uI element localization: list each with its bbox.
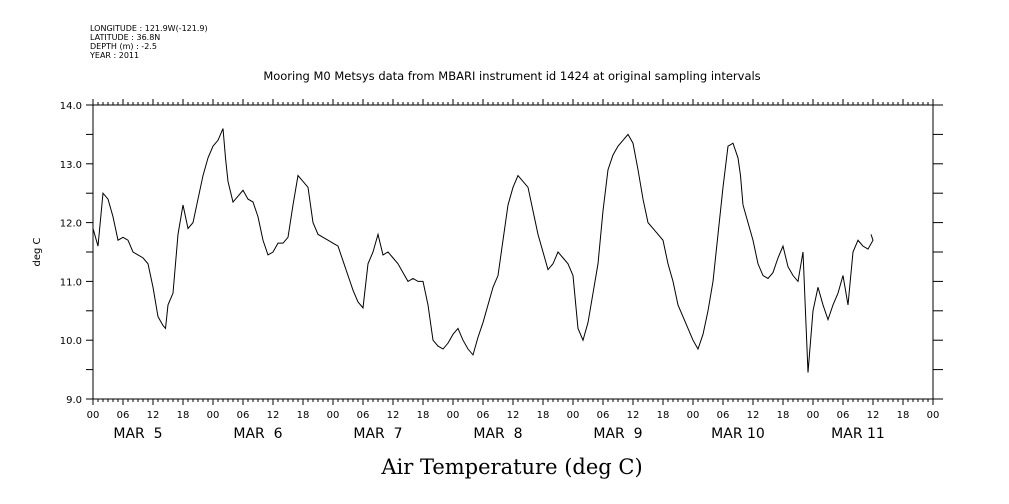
hour-tick-label: 18 [177,410,190,421]
hour-tick-label: 18 [537,410,550,421]
hour-tick-label: 12 [147,410,160,421]
y-tick-label: 12.0 [60,219,82,230]
series-line [92,128,874,373]
hour-tick-label: 12 [867,410,880,421]
day-label: MAR 11 [831,426,885,442]
day-label: MAR 8 [473,426,522,442]
year-label: YEAR : 2011 [89,51,139,60]
day-label: MAR 9 [593,426,642,442]
x-axis-title: Air Temperature (deg C) [380,455,642,479]
hour-tick-label: 12 [507,410,520,421]
y-tick-labels: 9.0 10.0 11.0 12.0 13.0 14.0 [60,101,82,406]
day-labels: MAR 5 MAR 6 MAR 7 MAR 8 MAR 9 MAR 10 MAR 11 [113,426,884,442]
hour-tick-label: 00 [447,410,460,421]
day-label: MAR 10 [711,426,765,442]
hour-tick-label: 06 [357,410,370,421]
hour-tick-label: 00 [567,410,580,421]
day-label: MAR 7 [353,426,402,442]
y-tick-label: 9.0 [66,395,82,406]
hour-tick-label: 00 [87,410,100,421]
hour-tick-label: 06 [477,410,490,421]
y-axis-label: deg C [32,237,43,266]
longitude-label: LONGITUDE : 121.9W(-121.9) [90,24,208,33]
chart-title: Mooring M0 Metsys data from MBARI instru… [263,69,760,83]
y-tick-label: 11.0 [60,277,82,288]
y-tick-label: 10.0 [60,336,82,347]
hour-tick-label: 00 [687,410,700,421]
hour-tick-label: 18 [777,410,790,421]
hour-tick-label: 06 [717,410,730,421]
hour-tick-label: 12 [627,410,640,421]
hour-tick-label: 18 [657,410,670,421]
axis-ticks [86,99,943,405]
depth-label: DEPTH (m) : -2.5 [90,42,157,51]
hour-tick-label: 06 [597,410,610,421]
hour-tick-label: 00 [327,410,340,421]
hour-tick-label: 06 [117,410,130,421]
hour-tick-label: 18 [297,410,310,421]
hour-tick-label: 18 [897,410,910,421]
hour-tick-label: 12 [387,410,400,421]
latitude-label: LATITUDE : 36.8N [90,33,160,42]
day-label: MAR 5 [113,426,162,442]
x-tick-labels: 00 06 12 18 00 06 12 18 00 06 12 18 00 06 12 18 00 06 12 18… [87,410,940,421]
hour-tick-label: 18 [417,410,430,421]
hour-tick-label: 00 [807,410,820,421]
hour-tick-label: 06 [837,410,850,421]
y-tick-label: 14.0 [60,101,82,112]
y-tick-label: 13.0 [60,160,82,171]
hour-tick-label: 06 [237,410,250,421]
day-label: MAR 6 [233,426,282,442]
hour-tick-label: 00 [207,410,220,421]
hour-tick-label: 12 [267,410,280,421]
hour-tick-label: 12 [747,410,760,421]
hour-tick-label: 00 [927,410,940,421]
